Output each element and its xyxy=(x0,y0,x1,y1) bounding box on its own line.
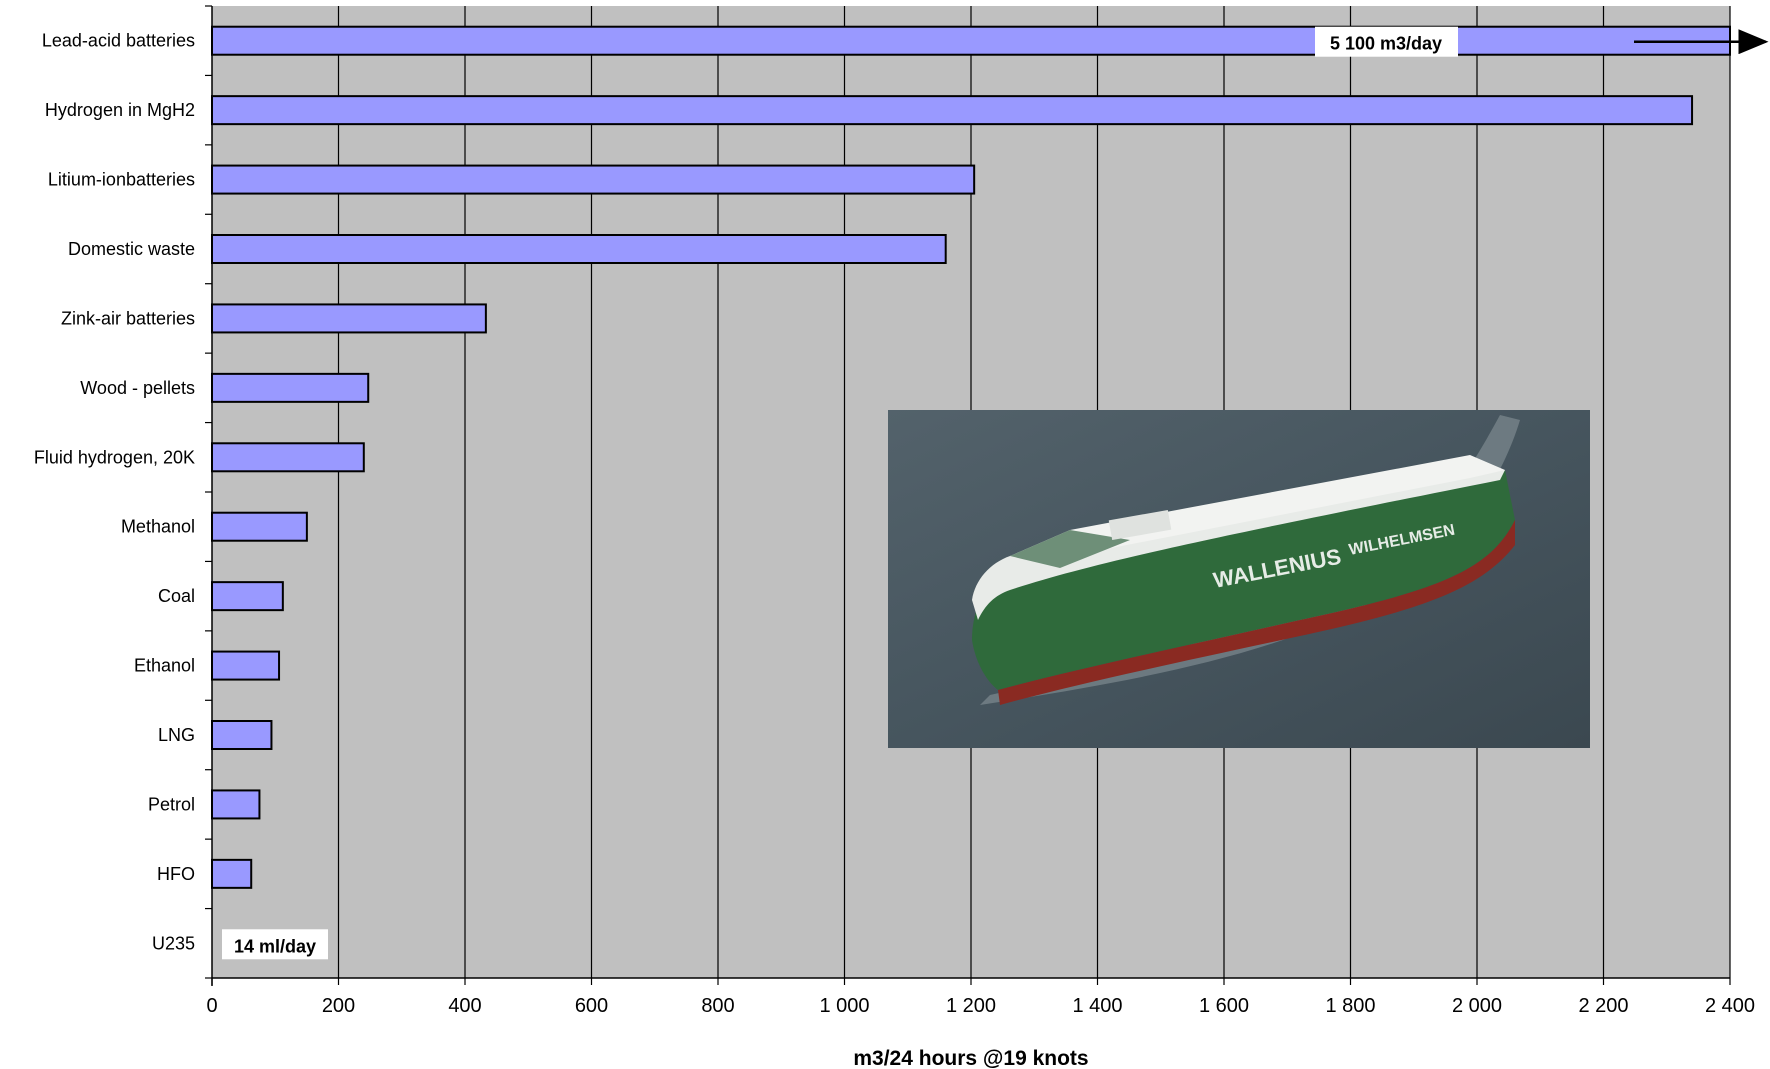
callout-box xyxy=(1315,26,1458,57)
bar xyxy=(211,372,370,403)
bar xyxy=(211,720,273,750)
bar xyxy=(211,95,1694,126)
bar xyxy=(211,303,487,334)
x-axis-title: m3/24 hours @19 knots xyxy=(853,1047,1088,1069)
category-label: Hydrogen in MgH2 xyxy=(45,100,195,120)
category-label: Lead-acid batteries xyxy=(42,31,195,51)
bar xyxy=(211,858,253,889)
bar xyxy=(211,442,365,473)
category-label: Zink-air batteries xyxy=(61,308,195,328)
bar xyxy=(211,25,1731,56)
category-label: Ethanol xyxy=(134,656,195,676)
x-tick-label: 1 800 xyxy=(1325,995,1375,1017)
category-label: U235 xyxy=(152,933,195,953)
bars xyxy=(211,25,1731,889)
axes xyxy=(205,5,1731,986)
x-tick-label: 1 400 xyxy=(1072,995,1122,1017)
category-label: Litium-ionbatteries xyxy=(48,170,195,190)
x-tick-label: 2 200 xyxy=(1578,995,1628,1017)
x-tick-label: 1 000 xyxy=(819,995,869,1017)
annotations: 5 100 m3/day 14 ml/day xyxy=(222,26,1769,960)
category-label: Methanol xyxy=(121,517,195,537)
category-label: Coal xyxy=(158,586,195,606)
x-tick-label: 400 xyxy=(448,995,481,1017)
callout-label: 14 ml/day xyxy=(234,936,316,956)
x-tick-labels: 0 200 400 600 800 1 000 1 200 1 400 1 600 1 800 2 … xyxy=(206,995,1755,1017)
callout-box xyxy=(222,929,328,960)
category-label: Fluid hydrogen, 20K xyxy=(34,447,195,467)
ship-photo: WALLENIUS WILHELMSEN xyxy=(888,410,1590,748)
bar xyxy=(211,650,281,681)
bar xyxy=(211,511,308,542)
x-tick-label: 1 600 xyxy=(1199,995,1249,1017)
x-tick-label: 800 xyxy=(701,995,734,1017)
category-label: Domestic waste xyxy=(68,239,195,259)
category-labels: Lead-acid batteries Hydrogen in MgH2 Litiu… xyxy=(34,31,195,954)
x-tick-label: 2 000 xyxy=(1452,995,1502,1017)
category-label: LNG xyxy=(158,725,195,745)
x-tick-label: 0 xyxy=(206,995,217,1017)
x-tick-label: 200 xyxy=(322,995,355,1017)
bar xyxy=(211,789,261,820)
bar xyxy=(211,164,976,195)
category-label: Wood - pellets xyxy=(80,378,195,398)
bar xyxy=(211,581,284,612)
x-tick-label: 1 200 xyxy=(946,995,996,1017)
category-label: HFO xyxy=(157,864,195,884)
bar xyxy=(211,234,947,264)
x-tick-label: 2 400 xyxy=(1705,995,1755,1017)
category-label: Petrol xyxy=(148,794,195,814)
callout-label: 5 100 m3/day xyxy=(1330,34,1442,54)
x-tick-label: 600 xyxy=(575,995,608,1017)
